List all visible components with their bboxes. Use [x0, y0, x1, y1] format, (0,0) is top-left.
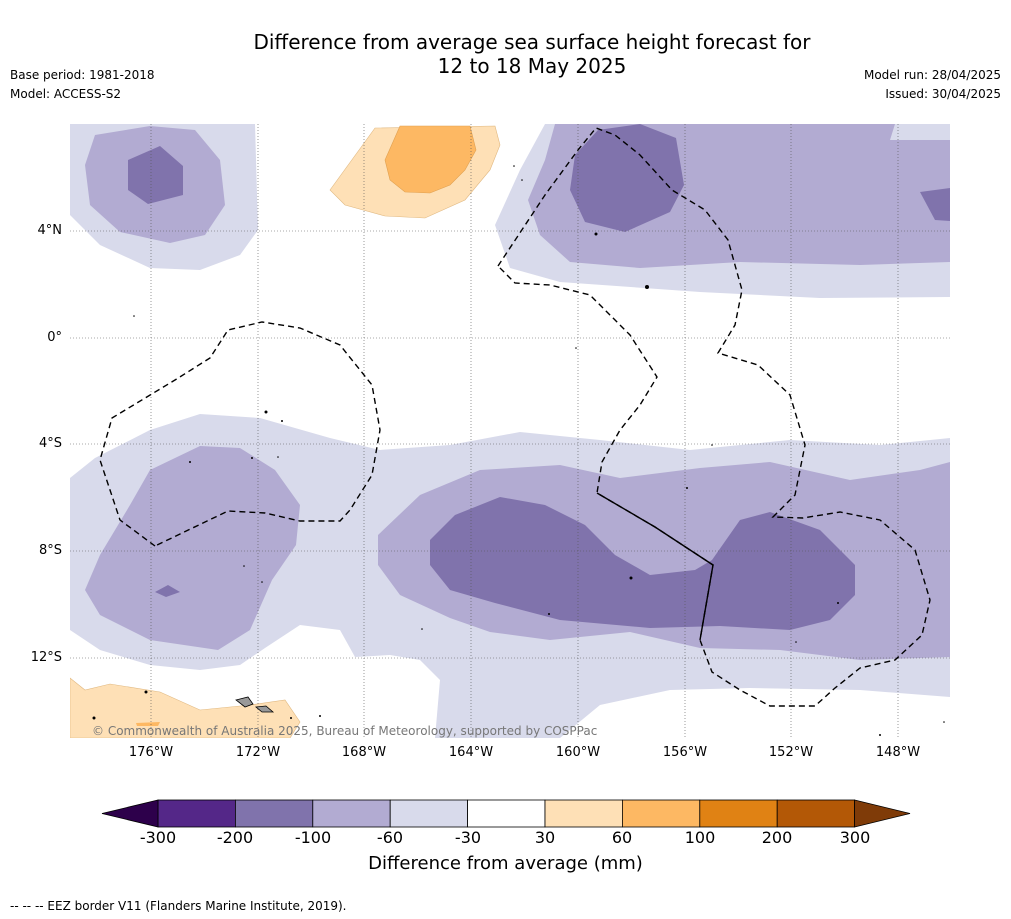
colorbar-tick: -30 [454, 828, 482, 847]
lon-label-172w: 172°W [235, 745, 281, 760]
colorbar [101, 799, 911, 828]
eez-footnote: -- -- -- EEZ border V11 (Flanders Marine… [10, 899, 347, 913]
model-name: Model: ACCESS-S2 [10, 87, 122, 101]
colorbar-tick: -300 [139, 828, 177, 847]
lat-label-4s: 4°S [38, 436, 62, 451]
contour-pos [70, 125, 501, 738]
chart-title: Difference from average sea surface heig… [0, 30, 1011, 78]
copyright-notice: © Commonwealth of Australia 2025, Bureau… [92, 724, 598, 738]
lat-label-0: 0° [47, 330, 62, 345]
lon-label-152w: 152°W [768, 745, 814, 760]
colorbar-tick: 60 [611, 828, 633, 847]
gridlines [70, 124, 950, 738]
lat-label-4n: 4°N [37, 223, 63, 238]
colorbar-segment [312, 799, 391, 828]
contour-neg-100-200 [128, 124, 950, 630]
colorbar-segment [699, 799, 778, 828]
colorbar-tick: 100 [684, 828, 716, 847]
lon-label-176w: 176°W [128, 745, 174, 760]
lon-label-160w: 160°W [555, 745, 601, 760]
issued-date: Issued: 30/04/2025 [885, 87, 1001, 101]
eez-solid-border [596, 492, 714, 641]
colorbar-tick: -60 [376, 828, 404, 847]
colorbar-tick: 30 [534, 828, 556, 847]
islands [92, 165, 945, 736]
colorbar-tick: -200 [216, 828, 254, 847]
island-upolu [255, 705, 275, 713]
colorbar-label: Difference from average (mm) [368, 853, 643, 874]
meta-left: Base period: 1981-2018 Model: ACCESS-S2 [10, 66, 155, 104]
colorbar-segment [544, 799, 623, 828]
colorbar-segment [467, 799, 546, 828]
map-field [70, 124, 950, 738]
island-savaii [235, 696, 254, 708]
colorbar-under-arrow [101, 799, 159, 828]
base-period: Base period: 1981-2018 [10, 68, 155, 82]
lon-label-164w: 164°W [448, 745, 494, 760]
colorbar-segment [157, 799, 236, 828]
colorbar-tick: 300 [839, 828, 871, 847]
colorbar-tick: -100 [294, 828, 332, 847]
colorbar-segment [622, 799, 701, 828]
lon-label-148w: 148°W [875, 745, 921, 760]
title-line-1: Difference from average sea surface heig… [253, 30, 811, 54]
colorbar-segment [776, 799, 856, 828]
eez-borders [99, 127, 931, 707]
colorbar-segment [234, 799, 314, 828]
lat-label-12s: 12°S [30, 650, 62, 665]
colorbar-tick: 200 [761, 828, 793, 847]
title-line-2: 12 to 18 May 2025 [437, 54, 627, 78]
model-run: Model run: 28/04/2025 [863, 68, 1001, 82]
colorbar-over-arrow [854, 799, 911, 828]
colorbar-segment [389, 799, 469, 828]
meta-right: Model run: 28/04/2025 Issued: 30/04/2025 [864, 66, 1001, 104]
lat-label-8s: 8°S [38, 543, 62, 558]
lon-label-168w: 168°W [341, 745, 387, 760]
lon-label-156w: 156°W [662, 745, 708, 760]
